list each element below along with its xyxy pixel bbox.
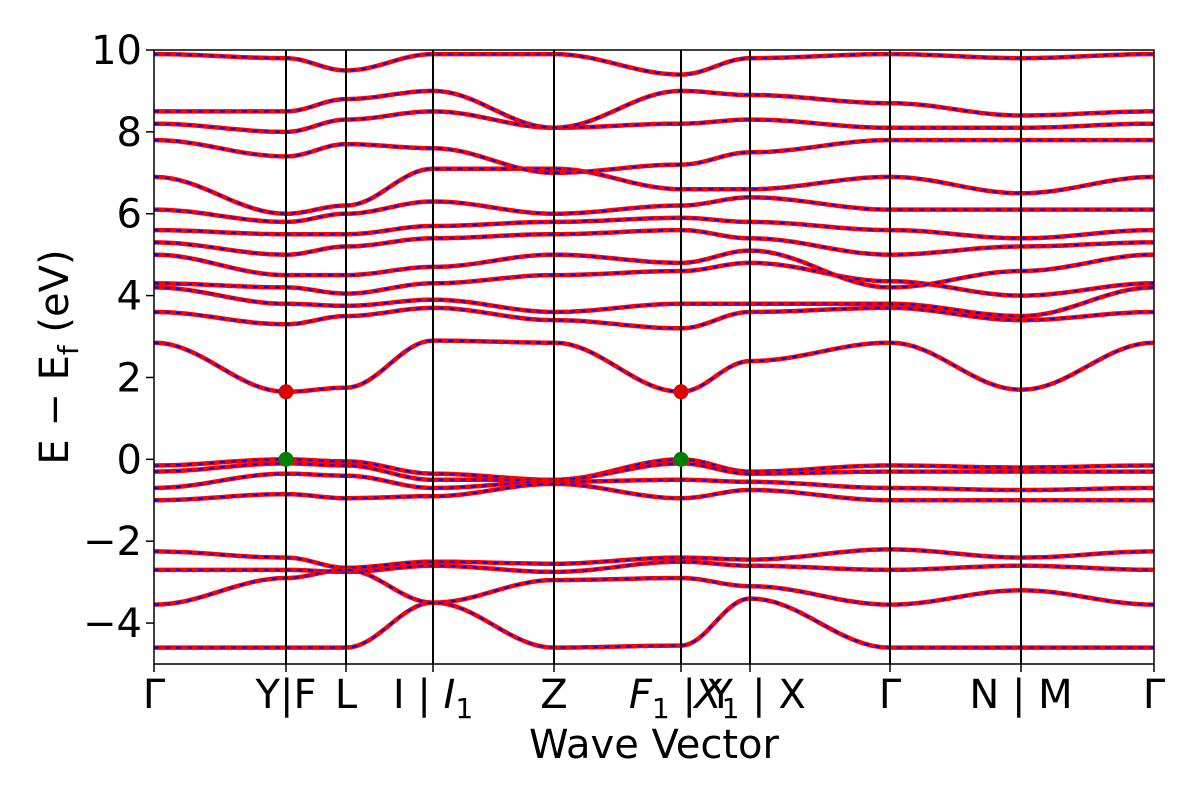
x-tick-label: Γ xyxy=(879,672,902,718)
band-line-red xyxy=(154,338,1154,395)
vbm-marker xyxy=(278,451,294,467)
band-line-red xyxy=(154,471,1154,493)
y-tick-label: 8 xyxy=(117,110,142,156)
band-line-blue xyxy=(154,139,1154,174)
y-tick-label: 0 xyxy=(117,437,142,483)
band-line-blue xyxy=(154,249,1154,289)
cbm-marker xyxy=(278,384,294,400)
band-line-blue xyxy=(154,548,1154,569)
vbm-marker xyxy=(673,451,689,467)
x-tick-label: Y|F xyxy=(255,672,317,718)
band-line-red xyxy=(154,137,1154,176)
band-edge-markers xyxy=(278,384,689,467)
y-tick-label: 6 xyxy=(117,192,142,238)
y-tick-label: 10 xyxy=(91,28,142,74)
band-line-blue xyxy=(154,216,1154,240)
x-tick-label: Γ xyxy=(143,672,166,718)
x-tick-label: L xyxy=(335,672,358,718)
band-line-red xyxy=(154,567,1154,607)
band-line-red xyxy=(154,596,1154,650)
y-tick-label: 4 xyxy=(117,274,142,320)
band-line-red xyxy=(154,248,1154,290)
band-line-blue xyxy=(154,167,1154,215)
band-line-blue xyxy=(154,568,1154,606)
x-axis-title: Wave Vector xyxy=(529,722,780,768)
band-line-blue xyxy=(154,196,1154,223)
y-tick-label: 2 xyxy=(117,355,142,401)
band-line-red xyxy=(154,305,1154,331)
cbm-marker xyxy=(673,384,689,400)
band-line-red xyxy=(154,285,1154,319)
x-axis: Γ Y|F L I | I1 Z F1 | YX1 | X Γ N | M Γ xyxy=(143,664,1166,725)
x-tick-label: Z xyxy=(540,672,567,718)
band-line-blue xyxy=(154,472,1154,491)
band-lines xyxy=(154,51,1154,650)
band-line-red xyxy=(154,260,1154,298)
band-line-blue xyxy=(154,482,1154,502)
band-line-blue xyxy=(154,261,1154,297)
x-tick-label: Γ xyxy=(1143,672,1166,718)
band-line-red xyxy=(154,51,1154,77)
x-tick-label: N | M xyxy=(969,672,1072,718)
x-tick-label: I | I1 xyxy=(393,672,473,725)
band-line-blue xyxy=(154,306,1154,330)
band-line-blue xyxy=(154,597,1154,649)
y-tick-label: −2 xyxy=(83,519,142,565)
x-tick-label: X1 | X xyxy=(692,672,806,725)
y-axis-title: E − Ef (eV) xyxy=(32,249,85,464)
high-symmetry-lines xyxy=(285,50,1022,664)
band-line-blue xyxy=(154,229,1154,256)
band-line-blue xyxy=(154,89,1154,129)
plot-frame xyxy=(153,49,1155,665)
band-line-blue xyxy=(154,462,1154,481)
band-line-blue xyxy=(154,286,1154,318)
x-tick-label: F1 | Y xyxy=(629,672,734,725)
y-axis: −4 −2 0 2 4 6 8 10 xyxy=(83,28,154,647)
band-line-blue xyxy=(154,339,1154,393)
band-line-blue xyxy=(154,560,1154,573)
band-line-blue xyxy=(154,110,1154,133)
y-tick-label: −4 xyxy=(83,601,142,647)
